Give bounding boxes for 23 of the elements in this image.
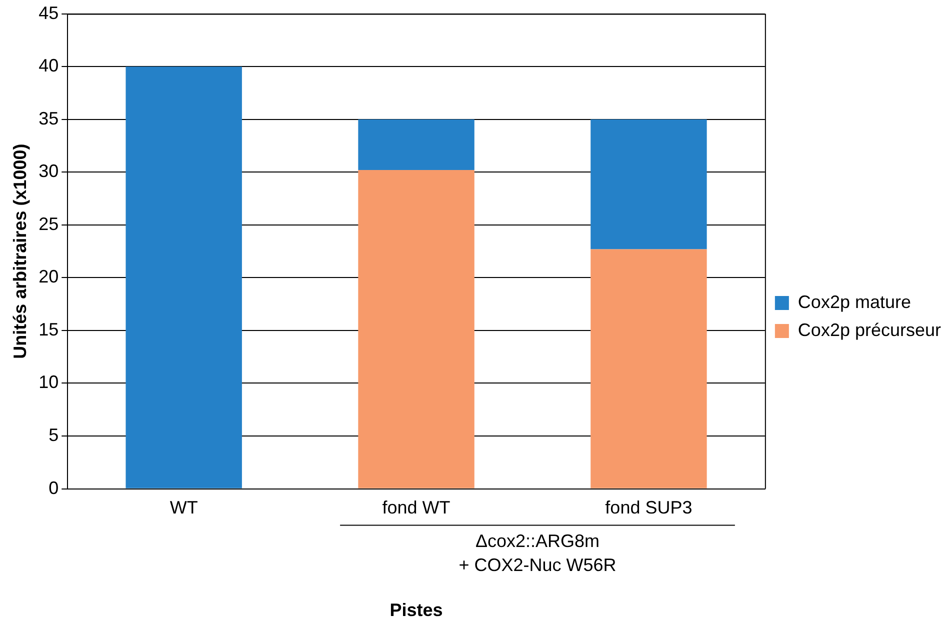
y-tick-label: 40 — [38, 56, 59, 76]
x-axis-title: Pistes — [390, 600, 443, 620]
bar — [590, 249, 707, 488]
y-tick-label: 5 — [48, 424, 59, 445]
y-axis-title: Unités arbitraires (x1000) — [10, 144, 30, 359]
legend-label: Cox2p mature — [798, 292, 911, 312]
y-tick-label: 45 — [38, 2, 59, 23]
x-tick-label: fond WT — [382, 498, 450, 518]
text: Δcox2::ARG8m + COX2-Nuc W56R — [458, 530, 616, 575]
y-tick-label: 20 — [38, 266, 59, 287]
x-tick-label: WT — [170, 498, 198, 518]
bar — [358, 170, 474, 488]
y-tick-label: 15 — [38, 319, 59, 340]
legend-label: Cox2p précurseur — [798, 320, 942, 340]
bar — [590, 119, 707, 250]
bar — [126, 66, 242, 488]
y-tick-label: 30 — [38, 161, 59, 182]
bar — [358, 119, 474, 170]
x-tick-label: fond SUP3 — [605, 498, 692, 518]
y-tick-label: 35 — [38, 108, 59, 128]
y-tick-label: 25 — [38, 214, 59, 234]
y-tick-label: 10 — [38, 372, 59, 392]
y-tick-label: 0 — [48, 478, 59, 498]
